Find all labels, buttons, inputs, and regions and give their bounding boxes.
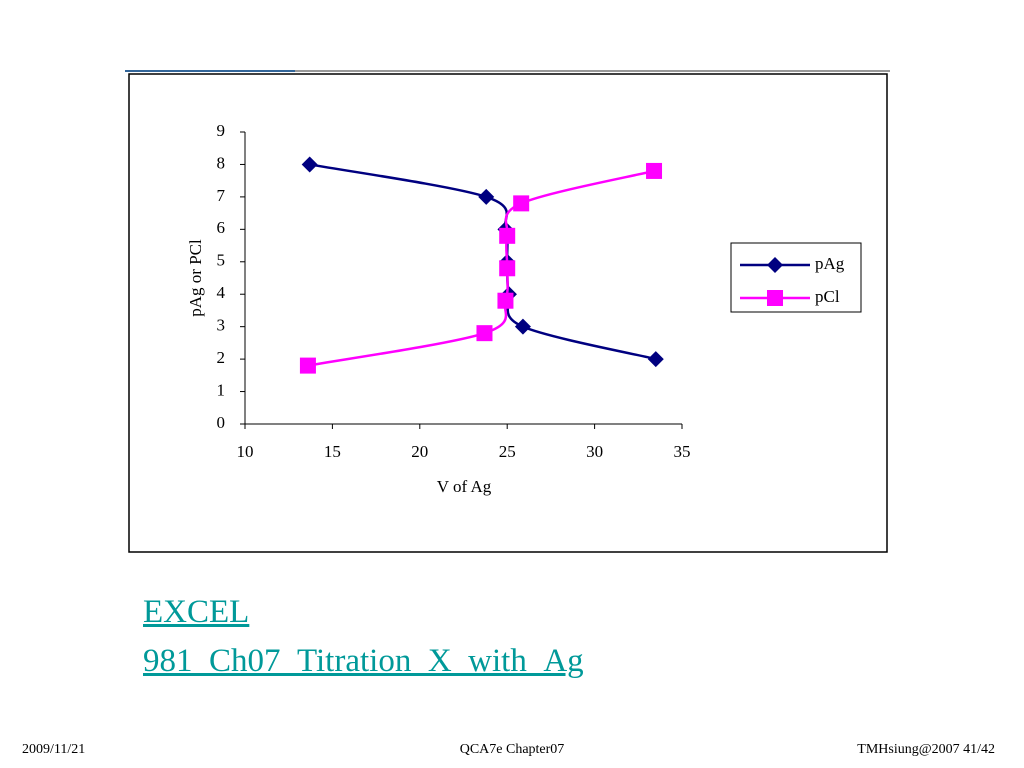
legend-marker	[767, 290, 783, 306]
marker	[499, 227, 516, 244]
footer-center: QCA7e Chapter07	[459, 742, 565, 757]
marker	[646, 162, 663, 179]
link-text[interactable]: 981_Ch07_Titration_X_with_Ag	[143, 643, 584, 679]
x-tick-label: 10	[237, 442, 254, 461]
marker	[499, 260, 516, 277]
y-tick-label: 9	[217, 121, 226, 140]
y-tick-label: 3	[217, 316, 226, 335]
marker	[301, 156, 318, 173]
x-tick-label: 20	[411, 442, 428, 461]
y-tick-label: 0	[217, 413, 226, 432]
x-tick-label: 35	[674, 442, 691, 461]
marker	[497, 292, 514, 309]
x-tick-label: 30	[586, 442, 603, 461]
y-tick-label: 4	[217, 283, 226, 302]
marker	[514, 318, 531, 335]
marker	[299, 357, 316, 374]
y-tick-label: 7	[217, 186, 226, 205]
legend-marker	[767, 257, 783, 273]
y-tick-label: 1	[217, 380, 226, 399]
y-tick-label: 6	[217, 218, 226, 237]
y-tick-label: 8	[217, 153, 226, 172]
footer-right: TMHsiung@2007 41/42	[857, 742, 995, 757]
legend-label: pCl	[815, 287, 840, 306]
marker	[513, 195, 530, 212]
footer-date: 2009/11/21	[22, 742, 86, 757]
marker	[647, 351, 664, 368]
marker	[476, 325, 493, 342]
y-tick-label: 2	[217, 348, 226, 367]
y-tick-label: 5	[217, 251, 226, 270]
x-tick-label: 25	[499, 442, 516, 461]
marker	[478, 188, 495, 205]
link-text[interactable]: EXCEL	[143, 594, 250, 630]
chart: V of Ag pAg or PCl 0 1 2 3 4 5 6 7 8 9 10 15 20 25 30 3…	[125, 70, 890, 553]
y-axis-title: pAg or PCl	[186, 239, 205, 317]
x-axis-title: V of Ag	[437, 477, 492, 496]
legend	[730, 242, 862, 313]
x-tick-label: 15	[324, 442, 341, 461]
legend-label: pAg	[815, 254, 845, 273]
